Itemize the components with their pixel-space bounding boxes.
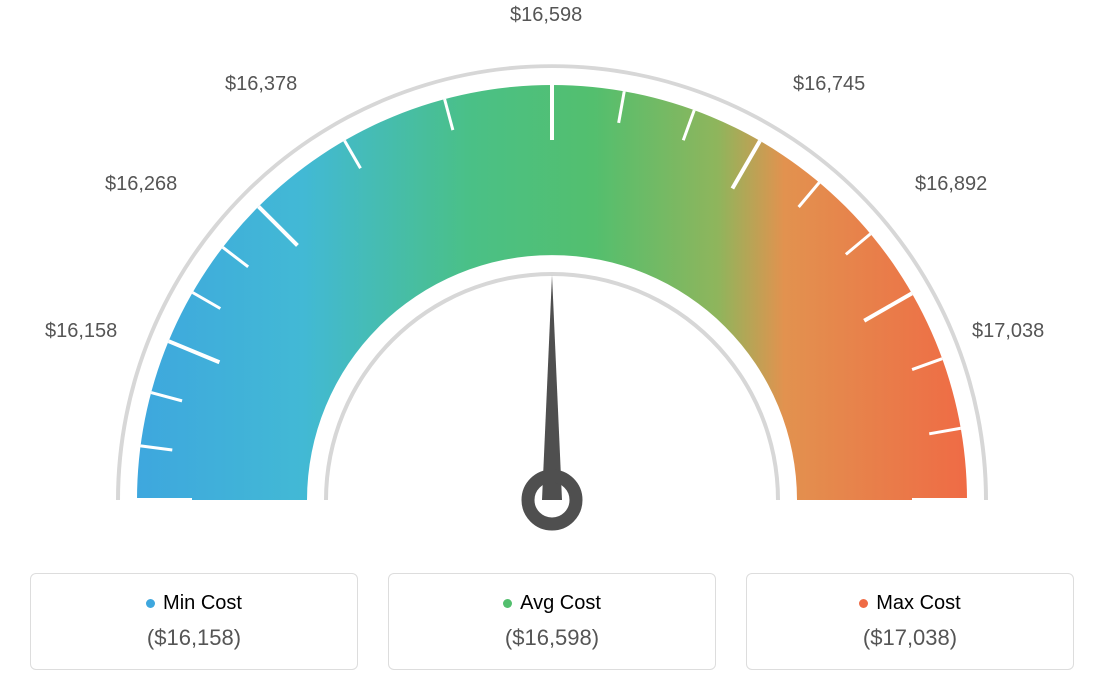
legend-value-avg: ($16,598) — [399, 625, 705, 651]
legend-title-avg: Avg Cost — [503, 592, 601, 615]
legend-value-min: ($16,158) — [41, 625, 347, 651]
legend-card-avg: Avg Cost ($16,598) — [388, 573, 716, 670]
gauge-tick-label: $17,038 — [972, 320, 1044, 343]
legend-title-max: Max Cost — [859, 592, 960, 615]
gauge-svg — [0, 0, 1104, 560]
legend-dot-icon — [503, 599, 512, 608]
gauge-tick-label: $16,892 — [915, 173, 987, 196]
legend-title-min: Min Cost — [146, 592, 242, 615]
gauge-tick-label: $16,598 — [510, 4, 582, 27]
legend-card-max: Max Cost ($17,038) — [746, 573, 1074, 670]
legend-label-min: Min Cost — [163, 592, 242, 615]
gauge-tick-label: $16,268 — [105, 173, 177, 196]
gauge-needle — [542, 275, 562, 500]
legend-dot-icon — [859, 599, 868, 608]
gauge-tick-label: $16,378 — [225, 73, 297, 96]
gauge-tick-label: $16,745 — [793, 73, 865, 96]
legend-label-avg: Avg Cost — [520, 592, 601, 615]
legend-value-max: ($17,038) — [757, 625, 1063, 651]
gauge-tick-label: $16,158 — [45, 320, 117, 343]
legend-label-max: Max Cost — [876, 592, 960, 615]
legend-dot-icon — [146, 599, 155, 608]
cost-gauge-container: $16,158 $16,268 $16,378 $16,598 $16,745 $16,8… — [0, 0, 1104, 690]
gauge-area: $16,158 $16,268 $16,378 $16,598 $16,745 $16,8… — [0, 0, 1104, 560]
legend-row: Min Cost ($16,158) Avg Cost ($16,598) Ma… — [0, 573, 1104, 670]
legend-card-min: Min Cost ($16,158) — [30, 573, 358, 670]
